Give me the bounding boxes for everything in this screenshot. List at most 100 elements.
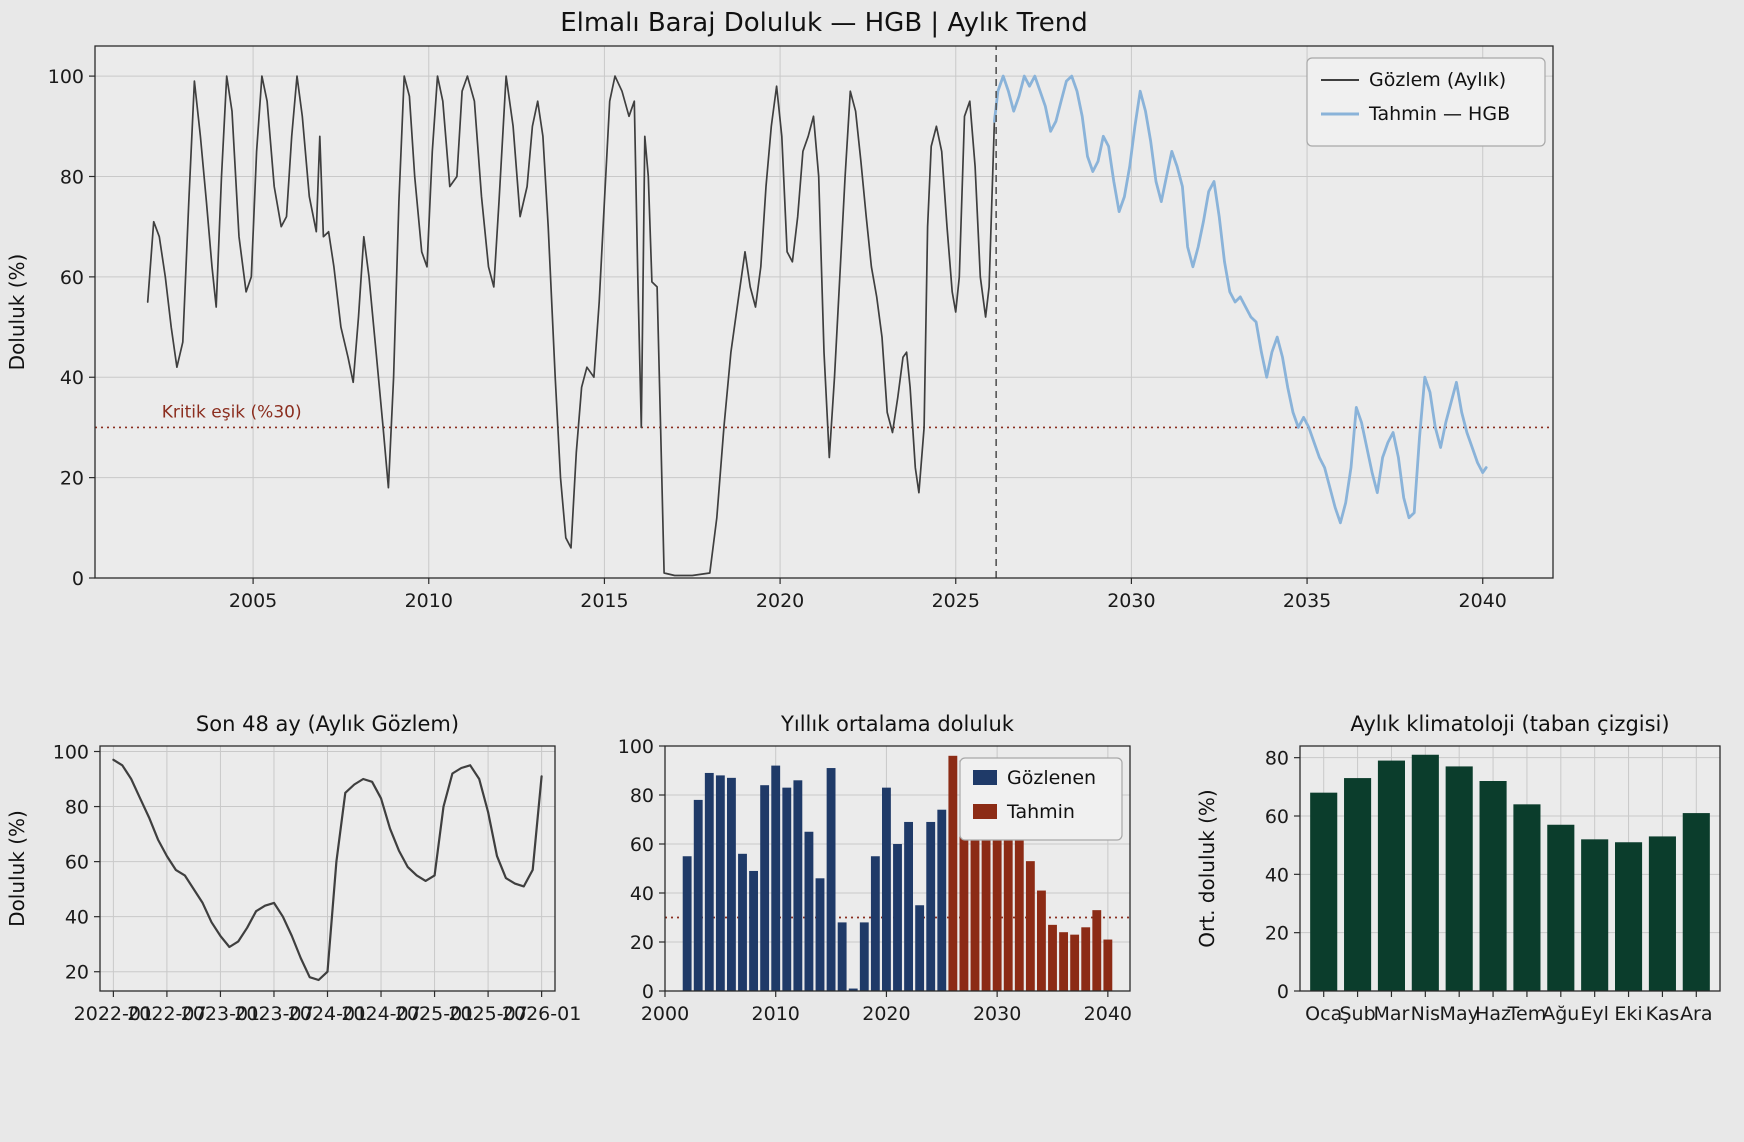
tick-marks [94, 750, 543, 997]
x-tick-label: 2026-01 [502, 1003, 580, 1025]
legend: Gözlenen Tahmin [959, 757, 1123, 841]
x-tick-label: Mar [1374, 1003, 1410, 1025]
chart-title: Aylık klimatoloji (taban çizgisi) [1350, 712, 1669, 736]
x-axis-tick-labels: 2022-012022-072023-012023-072024-012024-… [74, 1003, 580, 1025]
y-axis-label: Doluluk (%) [5, 254, 29, 371]
bar [1344, 778, 1372, 991]
x-tick-label: 2000 [641, 1003, 689, 1025]
y-tick-label: 40 [60, 367, 84, 389]
legend-entry-label: Tahmin — HGB [1368, 103, 1510, 125]
bar [826, 768, 836, 991]
series-Aylık Gözlem [112, 758, 543, 982]
x-tick-label: 2022-01 [74, 1003, 153, 1025]
bar [1581, 839, 1609, 991]
bar [782, 787, 792, 991]
bar [848, 988, 858, 991]
bar [1445, 766, 1473, 991]
bar [915, 905, 925, 991]
x-tick-label: 2025-07 [448, 1003, 527, 1025]
bar [715, 775, 725, 991]
y-axis-label: Ort. doluluk (%) [1195, 789, 1219, 947]
bar [882, 787, 891, 991]
bar [1003, 807, 1013, 991]
y-tick-label: 20 [630, 932, 654, 954]
main-trend-chart: Kritik eşik (%30) 2005 2010 2015 2020 2025 203… [5, 8, 1554, 612]
y-tick-label: 60 [1265, 806, 1289, 828]
y-axis-tick-labels: 0 20 40 60 80 [1265, 748, 1289, 1003]
tick-marks [1294, 757, 1697, 997]
x-tick-label: Ağu [1542, 1003, 1579, 1025]
chart-title: Yıllık ortalama doluluk [780, 712, 1015, 736]
bar [959, 760, 969, 991]
recent-48-months-chart: 2022-012022-072023-012023-072024-012024-… [5, 712, 580, 1025]
bar [815, 878, 825, 991]
bar [727, 777, 736, 991]
bar [1037, 890, 1046, 991]
bar [771, 765, 781, 991]
bar [738, 853, 747, 991]
bar [1513, 804, 1541, 991]
y-tick-label: 100 [618, 736, 654, 758]
x-tick-label: 2022-07 [127, 1003, 206, 1025]
bar [749, 870, 758, 991]
bar [1479, 781, 1507, 991]
legend-box [1306, 57, 1546, 147]
legend-entry-label: Gözlem (Aylık) [1369, 69, 1506, 91]
chart-title: Son 48 ay (Aylık Gözlem) [196, 712, 459, 736]
bar [1014, 814, 1024, 991]
x-tick-label: 2040 [1459, 590, 1507, 612]
x-tick-label: 2025-01 [395, 1003, 474, 1025]
x-tick-label: Eyl [1580, 1003, 1609, 1025]
y-tick-label: 80 [65, 797, 89, 819]
x-tick-label: 2023-01 [181, 1003, 260, 1025]
bar [926, 821, 936, 991]
y-tick-label: 20 [60, 468, 84, 490]
bar [1377, 760, 1405, 991]
legend-entry-label: Tahmin [1006, 801, 1075, 823]
y-tick-label: 60 [65, 852, 89, 874]
x-tick-label: Tem [1507, 1003, 1547, 1025]
y-tick-label: 20 [1265, 923, 1289, 945]
y-tick-label: 20 [65, 962, 89, 984]
bar-series-Gözlenen [682, 765, 947, 991]
axes-frame [664, 745, 1131, 992]
y-tick-label: 100 [53, 742, 89, 764]
y-tick-label: 0 [642, 981, 654, 1003]
y-axis-tick-labels: 0 20 40 60 80 100 [618, 736, 654, 1003]
bar-series-Ort. doluluk [1310, 754, 1710, 991]
bar [1615, 842, 1643, 991]
y-tick-label: 80 [1265, 748, 1289, 770]
tick-marks [89, 75, 1484, 584]
y-tick-label: 80 [630, 785, 654, 807]
bar [1048, 924, 1057, 991]
bar [1092, 910, 1102, 991]
x-tick-label: Ara [1680, 1003, 1712, 1025]
x-tick-label: 2024-07 [341, 1003, 420, 1025]
bar [904, 821, 913, 991]
x-tick-label: 2024-01 [288, 1003, 367, 1025]
y-tick-label: 0 [1277, 981, 1289, 1003]
y-tick-label: 80 [60, 166, 84, 188]
bar [893, 844, 902, 991]
bar [1081, 927, 1091, 991]
x-tick-label: 2010 [405, 590, 453, 612]
legend-entry-label: Gözlenen [1007, 767, 1096, 789]
bar [1025, 861, 1035, 991]
bar [1310, 792, 1338, 991]
bar [1547, 824, 1575, 991]
x-tick-label: 2025 [932, 590, 980, 612]
legend-box [959, 757, 1123, 841]
bar [948, 755, 958, 991]
threshold-label: Kritik eşik (%30) [162, 402, 302, 422]
y-tick-label: 100 [48, 66, 84, 88]
bar [1682, 813, 1710, 991]
x-tick-label: 2023-07 [234, 1003, 313, 1025]
bar [693, 799, 703, 991]
x-tick-label: Nis [1411, 1003, 1440, 1025]
bar-series-Tahmin [948, 755, 1113, 991]
series-Gözlem (Aylık) [146, 75, 996, 577]
x-axis-tick-labels: 2005 2010 2015 2020 2025 2030 2035 2040 [229, 590, 1507, 612]
